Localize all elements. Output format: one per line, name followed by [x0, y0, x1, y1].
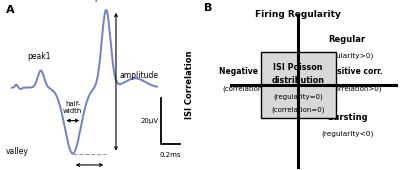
Text: ISI Poisson: ISI Poisson [274, 63, 323, 72]
Text: (regularity=0): (regularity=0) [273, 93, 323, 100]
Text: (regularity<0): (regularity<0) [321, 131, 373, 137]
Text: Bursting: Bursting [327, 113, 368, 122]
Text: distribution: distribution [272, 76, 325, 85]
Text: B: B [204, 3, 213, 13]
Text: (correlation=0): (correlation=0) [272, 106, 325, 113]
Text: Positive corr.: Positive corr. [326, 67, 383, 76]
Text: half-
width: half- width [63, 101, 82, 114]
Text: Firing Regularity: Firing Regularity [255, 10, 341, 19]
Text: (regularity>0): (regularity>0) [321, 52, 373, 59]
Text: 0.2ms: 0.2ms [160, 152, 181, 158]
Text: peak1: peak1 [27, 52, 51, 61]
Text: (correlation>0): (correlation>0) [328, 85, 381, 91]
Text: ISI Correlation: ISI Correlation [185, 51, 194, 119]
Text: valley: valley [6, 147, 29, 156]
Text: A: A [6, 5, 14, 15]
Text: Negative corr.: Negative corr. [219, 67, 280, 76]
Text: amplitude: amplitude [120, 71, 159, 80]
Text: peak2: peak2 [94, 0, 118, 2]
Text: (correlation<0): (correlation<0) [223, 85, 276, 91]
FancyBboxPatch shape [261, 52, 336, 118]
Text: 20μV: 20μV [141, 118, 159, 124]
Text: Regular: Regular [328, 35, 366, 44]
